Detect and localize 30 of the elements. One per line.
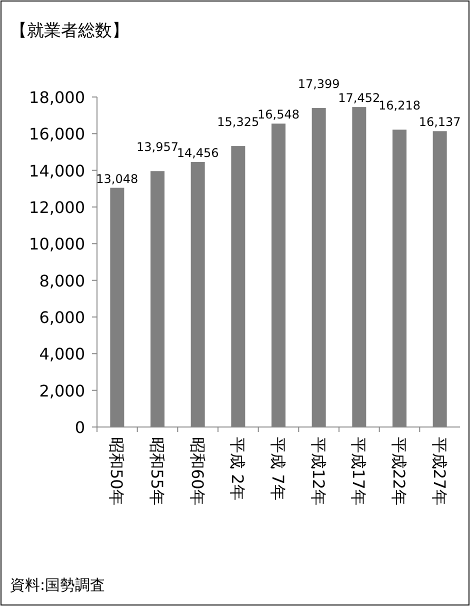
chart-title: 【就業者総数】 [10, 21, 129, 41]
y-tick-label: 18,000 [29, 88, 85, 107]
y-tick-label: 14,000 [29, 161, 85, 180]
y-tick-label: 8,000 [39, 271, 85, 290]
x-tick-label: 昭和55年 [148, 437, 166, 506]
data-label: 16,218 [378, 98, 420, 113]
y-tick-label: 2,000 [39, 381, 85, 400]
x-tick-label: 平成 2年 [228, 437, 248, 500]
x-tick-label: 平成17年 [349, 437, 368, 506]
x-tick-label: 平成27年 [430, 437, 449, 506]
y-tick-label: 12,000 [29, 198, 85, 217]
data-label: 15,325 [217, 115, 260, 130]
x-tick-label: 平成22年 [390, 437, 408, 506]
data-label: 13,957 [136, 140, 178, 154]
x-tick-label: 昭和60年 [188, 437, 207, 506]
x-tick-label: 平成 7年 [268, 437, 288, 500]
text: 資料:国勢調査 [10, 576, 106, 594]
data-label: 17,399 [298, 77, 340, 92]
data-label: 16,137 [418, 115, 461, 130]
y-tick-label: 6,000 [39, 308, 85, 327]
y-tick-label: 0 [74, 418, 85, 437]
data-label: 17,452 [338, 91, 380, 106]
y-tick-label: 10,000 [29, 234, 85, 254]
y-tick-label: 4,000 [39, 344, 85, 364]
data-label: 13,048 [96, 172, 138, 186]
data-label: 16,548 [258, 108, 300, 122]
x-tick-label: 昭和50年 [107, 437, 126, 506]
y-tick-label: 16,000 [29, 124, 85, 144]
data-label: 14,456 [176, 146, 219, 160]
x-tick-label: 平成12年 [308, 437, 328, 506]
